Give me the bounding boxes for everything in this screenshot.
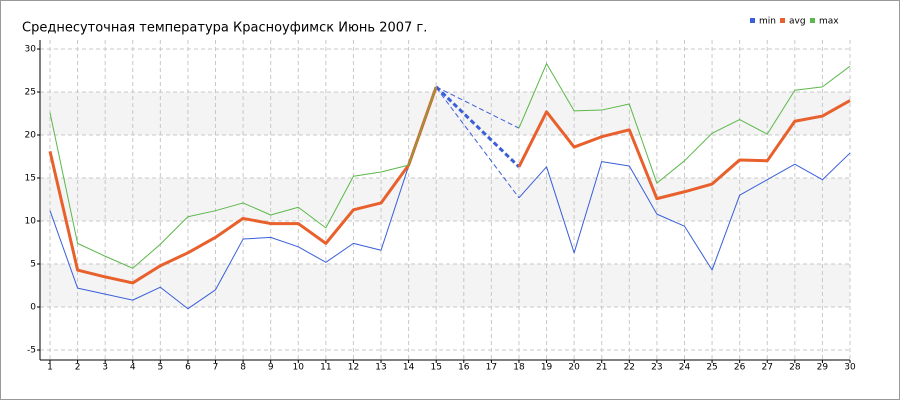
x-tick-label: 10 bbox=[293, 363, 305, 373]
x-tick-label: 3 bbox=[102, 363, 108, 373]
gap-connector bbox=[435, 87, 520, 199]
x-tick-label: 1 bbox=[47, 363, 53, 373]
x-tick-label: 6 bbox=[185, 363, 191, 373]
series-line bbox=[48, 86, 851, 285]
y-tick-label: 10 bbox=[25, 217, 37, 227]
band bbox=[40, 264, 850, 307]
y-tick-label: 0 bbox=[30, 303, 36, 313]
x-tick-label: 17 bbox=[486, 363, 497, 373]
bands bbox=[40, 92, 850, 307]
legend-label: min bbox=[759, 17, 776, 27]
x-tick-label: 15 bbox=[430, 363, 441, 373]
y-tick-label: 5 bbox=[30, 260, 36, 270]
x-tick-label: 22 bbox=[624, 363, 635, 373]
x-tick-label: 18 bbox=[513, 363, 525, 373]
x-tick-label: 25 bbox=[706, 363, 717, 373]
x-tick-label: 21 bbox=[596, 363, 607, 373]
x-tick-label: 7 bbox=[213, 363, 219, 373]
x-tick-label: 16 bbox=[458, 363, 470, 373]
chart-title: Среднесуточная температура Красноуфимск … bbox=[22, 21, 427, 36]
series-line bbox=[49, 87, 851, 310]
legend-swatch bbox=[780, 18, 785, 23]
legend-label: avg bbox=[789, 17, 806, 27]
x-tick-label: 8 bbox=[240, 363, 246, 373]
y-tick-label: 25 bbox=[25, 88, 36, 98]
y-tick-label: 30 bbox=[25, 45, 37, 55]
x-tick-label: 14 bbox=[403, 363, 415, 373]
band bbox=[40, 92, 850, 135]
x-tick-label: 20 bbox=[568, 363, 580, 373]
y-tick-label: 20 bbox=[25, 131, 37, 141]
legend-swatch bbox=[750, 18, 755, 23]
x-tick-label: 29 bbox=[817, 363, 829, 373]
x-tick-label: 23 bbox=[651, 363, 662, 373]
legend-swatch bbox=[810, 18, 815, 23]
band bbox=[40, 178, 850, 221]
x-tick-label: 12 bbox=[348, 363, 359, 373]
x-tick-label: 27 bbox=[762, 363, 773, 373]
x-tick-label: 9 bbox=[268, 363, 274, 373]
series-line bbox=[49, 63, 851, 269]
y-tick-label: -5 bbox=[27, 346, 36, 356]
x-tick-label: 2 bbox=[75, 363, 81, 373]
x-tick-label: 11 bbox=[320, 363, 331, 373]
lines bbox=[48, 63, 851, 310]
x-tick-label: 4 bbox=[130, 363, 136, 373]
x-tick-label: 19 bbox=[541, 363, 553, 373]
y-tick-label: 15 bbox=[25, 174, 36, 184]
x-tick-label: 30 bbox=[844, 363, 856, 373]
legend-label: max bbox=[819, 17, 839, 27]
grid bbox=[37, 40, 851, 363]
x-tick-label: 13 bbox=[375, 363, 386, 373]
x-tick-label: 5 bbox=[157, 363, 163, 373]
legend: min avg max bbox=[750, 17, 839, 27]
x-tick-label: 28 bbox=[789, 363, 801, 373]
gap-connector bbox=[435, 85, 521, 168]
x-tick-label: 24 bbox=[679, 363, 691, 373]
x-tick-label: 26 bbox=[734, 363, 746, 373]
